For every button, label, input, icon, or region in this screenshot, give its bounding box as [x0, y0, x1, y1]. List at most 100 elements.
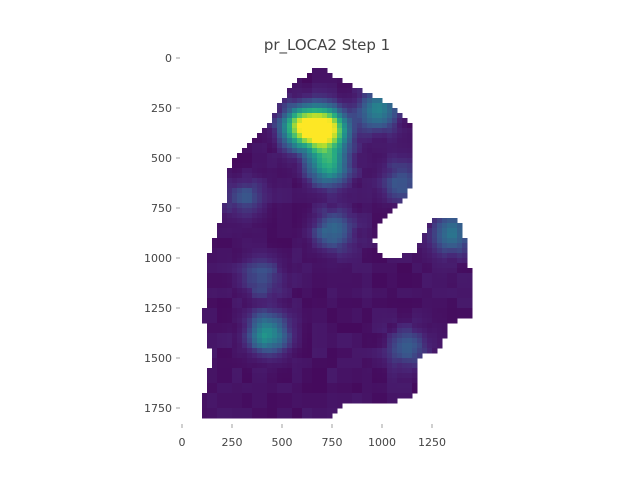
heatmap-cell	[287, 383, 293, 389]
heatmap-cell	[302, 78, 308, 84]
heatmap-cell	[282, 413, 288, 419]
heatmap-cell	[252, 348, 258, 354]
heatmap-cell	[432, 308, 438, 314]
heatmap-cell	[412, 353, 418, 359]
heatmap-cell	[272, 148, 278, 154]
heatmap-cell	[302, 198, 308, 204]
heatmap-cell	[357, 123, 363, 129]
heatmap-cell	[242, 183, 248, 189]
heatmap-cell	[312, 193, 318, 199]
heatmap-cell	[257, 203, 263, 209]
heatmap-cell	[342, 318, 348, 324]
heatmap-cell	[232, 288, 238, 294]
heatmap-cell	[332, 193, 338, 199]
heatmap-cell	[352, 253, 358, 259]
heatmap-cell	[232, 168, 238, 174]
heatmap-cell	[337, 298, 343, 304]
heatmap-cell	[312, 248, 318, 254]
heatmap-cell	[217, 288, 223, 294]
heatmap-cell	[312, 323, 318, 329]
heatmap-cell	[392, 293, 398, 299]
heatmap-cell	[252, 253, 258, 259]
heatmap-cell	[247, 208, 253, 214]
heatmap-cell	[307, 328, 313, 334]
heatmap-cell	[387, 178, 393, 184]
heatmap-cell	[287, 328, 293, 334]
heatmap-cell	[222, 258, 228, 264]
heatmap-cell	[247, 408, 253, 414]
heatmap-cell	[227, 328, 233, 334]
heatmap-cell	[407, 123, 413, 129]
heatmap-cell	[337, 168, 343, 174]
heatmap-cell	[317, 338, 323, 344]
heatmap-cell	[392, 118, 398, 124]
heatmap-cell	[352, 273, 358, 279]
heatmap-cell	[362, 208, 368, 214]
heatmap-cell	[342, 368, 348, 374]
heatmap-cell	[262, 148, 268, 154]
heatmap-cell	[387, 323, 393, 329]
heatmap-cell	[297, 403, 303, 409]
heatmap-cell	[417, 333, 423, 339]
heatmap-cell	[252, 248, 258, 254]
heatmap-cell	[327, 348, 333, 354]
heatmap-cell	[397, 263, 403, 269]
heatmap-cell	[407, 278, 413, 284]
heatmap-cell	[357, 103, 363, 109]
heatmap-cell	[332, 223, 338, 229]
heatmap-cell	[317, 273, 323, 279]
heatmap-cell	[372, 398, 378, 404]
heatmap-cell	[327, 278, 333, 284]
heatmap-cell	[322, 138, 328, 144]
heatmap-layer	[202, 68, 473, 419]
heatmap-cell	[397, 388, 403, 394]
heatmap-cell	[337, 343, 343, 349]
heatmap-cell	[307, 163, 313, 169]
heatmap-cell	[332, 98, 338, 104]
heatmap-cell	[357, 388, 363, 394]
heatmap-cell	[297, 343, 303, 349]
heatmap-cell	[367, 128, 373, 134]
heatmap-cell	[237, 203, 243, 209]
heatmap-cell	[422, 248, 428, 254]
heatmap-cell	[357, 363, 363, 369]
heatmap-cell	[217, 238, 223, 244]
heatmap-cell	[272, 308, 278, 314]
heatmap-cell	[252, 243, 258, 249]
heatmap-cell	[387, 333, 393, 339]
heatmap-cell	[247, 233, 253, 239]
heatmap-cell	[312, 238, 318, 244]
heatmap-cell	[377, 368, 383, 374]
heatmap-cell	[262, 328, 268, 334]
heatmap-cell	[282, 183, 288, 189]
heatmap-cell	[382, 113, 388, 119]
heatmap-cell	[207, 318, 213, 324]
heatmap-cell	[337, 113, 343, 119]
heatmap-cell	[252, 293, 258, 299]
heatmap-cell	[342, 268, 348, 274]
heatmap-cell	[277, 383, 283, 389]
heatmap-cell	[292, 383, 298, 389]
heatmap-cell	[257, 323, 263, 329]
heatmap-cell	[387, 133, 393, 139]
heatmap-cell	[347, 98, 353, 104]
heatmap-cell	[362, 308, 368, 314]
heatmap-cell	[387, 378, 393, 384]
heatmap-cell	[407, 153, 413, 159]
heatmap-cell	[237, 188, 243, 194]
heatmap-cell	[332, 93, 338, 99]
heatmap-cell	[227, 393, 233, 399]
heatmap-cell	[292, 338, 298, 344]
heatmap-cell	[282, 188, 288, 194]
heatmap-cell	[332, 378, 338, 384]
heatmap-cell	[377, 353, 383, 359]
heatmap-cell	[407, 168, 413, 174]
heatmap-cell	[262, 228, 268, 234]
heatmap-cell	[377, 218, 383, 224]
heatmap-cell	[372, 273, 378, 279]
heatmap-cell	[332, 313, 338, 319]
heatmap-cell	[332, 348, 338, 354]
heatmap-cell	[307, 188, 313, 194]
heatmap-cell	[272, 263, 278, 269]
heatmap-cell	[297, 183, 303, 189]
